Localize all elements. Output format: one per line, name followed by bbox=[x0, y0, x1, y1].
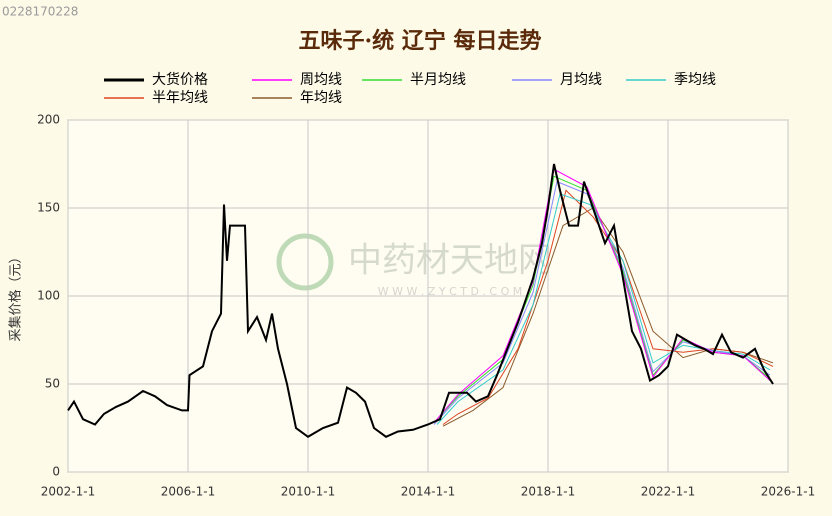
legend-label: 大货价格 bbox=[152, 71, 208, 88]
watermark: 中药材天地网 bbox=[348, 241, 552, 281]
x-tick-label: 2006-1-1 bbox=[161, 485, 215, 499]
y-tick-label: 200 bbox=[37, 113, 60, 127]
x-tick-label: 2002-1-1 bbox=[41, 485, 95, 499]
chart-title: 五味子·统 辽宁 每日走势 bbox=[299, 28, 542, 54]
legend-label: 季均线 bbox=[674, 72, 716, 88]
y-tick-label: 50 bbox=[45, 377, 60, 391]
legend-label: 年均线 bbox=[300, 90, 342, 106]
series-line bbox=[67, 163, 774, 438]
x-tick-label: 2014-1-1 bbox=[401, 485, 455, 499]
series-line bbox=[433, 168, 771, 424]
watermark-url: W W W . Z Y C T D . C O M bbox=[378, 285, 523, 298]
y-tick-label: 100 bbox=[37, 289, 60, 303]
x-tick-label: 2022-1-1 bbox=[641, 485, 695, 499]
watermark-group: 中药材天地网 W W W . Z Y C T D . C O M bbox=[276, 233, 552, 298]
x-tick-label: 2018-1-1 bbox=[521, 485, 575, 499]
y-axis-label: 采集价格（元） bbox=[8, 250, 24, 341]
series-line bbox=[442, 189, 774, 425]
corner-text: 0228170228 bbox=[2, 5, 78, 19]
y-tick-label: 0 bbox=[52, 465, 60, 479]
x-tick-label: 2026-1-1 bbox=[761, 485, 815, 499]
x-tick-label: 2010-1-1 bbox=[281, 485, 335, 499]
watermark-logo bbox=[276, 233, 334, 291]
legend-label: 半月均线 bbox=[410, 72, 466, 88]
legend-label: 半年均线 bbox=[152, 90, 208, 106]
legend-label: 周均线 bbox=[300, 72, 342, 88]
y-tick-label: 150 bbox=[37, 201, 60, 215]
legend-label: 月均线 bbox=[560, 72, 602, 88]
